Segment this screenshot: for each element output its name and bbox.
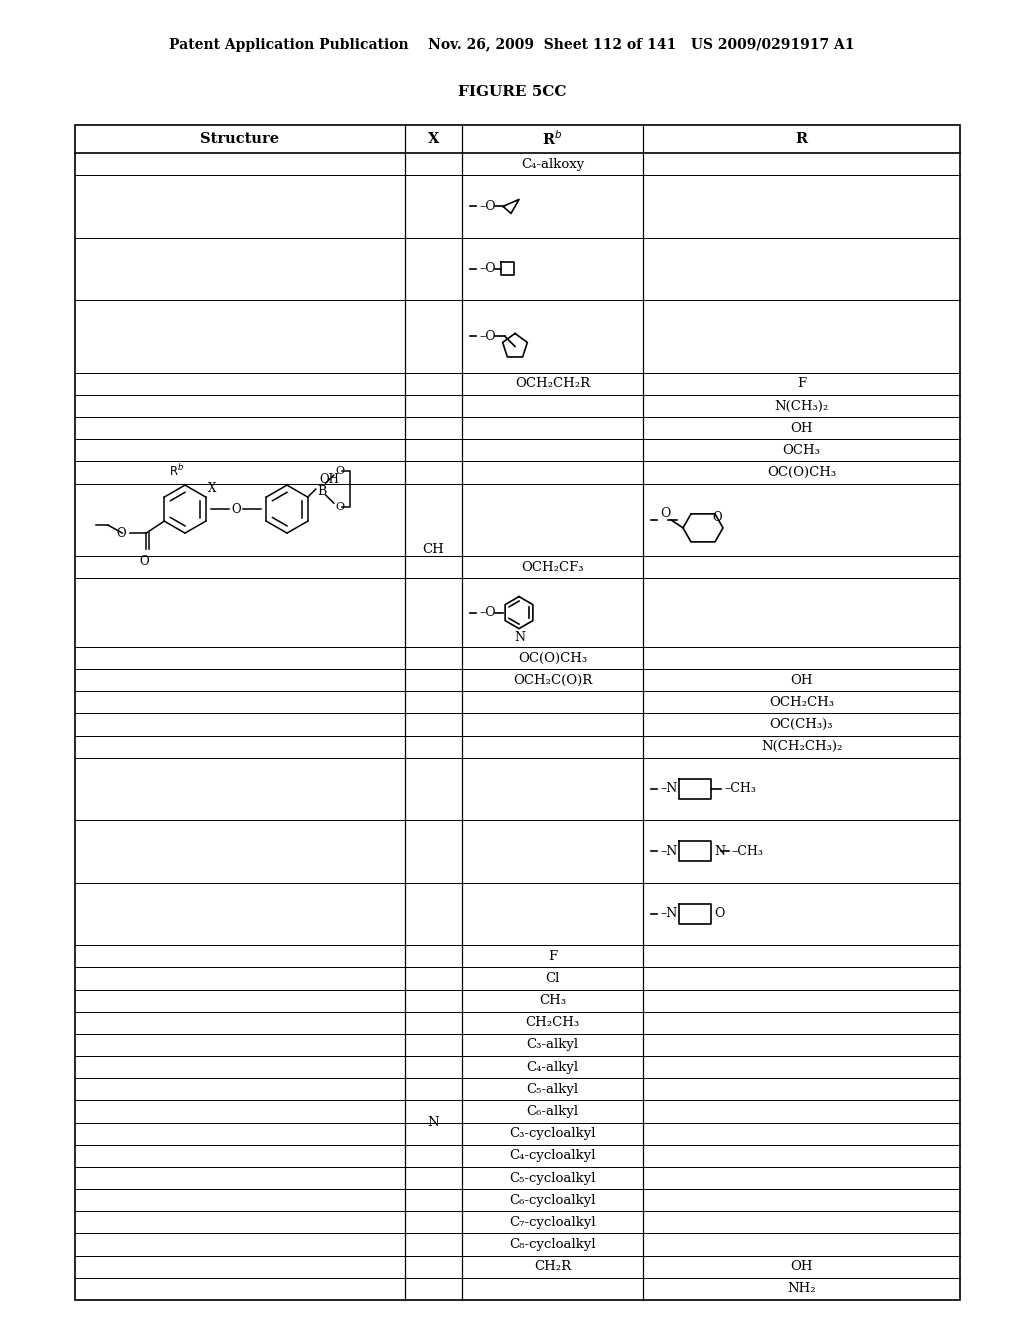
Text: –O: –O (479, 330, 496, 343)
Text: C₄-alkyl: C₄-alkyl (526, 1061, 579, 1073)
Text: N: N (514, 631, 525, 644)
Text: C₈-cycloalkyl: C₈-cycloalkyl (509, 1238, 596, 1251)
Text: O: O (117, 527, 126, 540)
Text: Patent Application Publication    Nov. 26, 2009  Sheet 112 of 141   US 2009/0291: Patent Application Publication Nov. 26, … (169, 38, 855, 51)
Text: F: F (797, 378, 806, 391)
Text: F: F (548, 950, 557, 962)
Text: OH: OH (319, 473, 340, 486)
Text: O: O (336, 502, 345, 512)
Text: X: X (428, 132, 439, 147)
Text: O: O (712, 511, 722, 524)
Text: OC(O)CH₃: OC(O)CH₃ (518, 652, 587, 664)
Text: O: O (231, 503, 241, 516)
Text: –O: –O (479, 199, 496, 213)
Text: R$^b$: R$^b$ (543, 129, 562, 148)
Text: NH₂: NH₂ (787, 1283, 816, 1295)
Text: R$^b$: R$^b$ (169, 463, 184, 479)
Text: N: N (428, 1117, 439, 1129)
Text: C₄-alkoxy: C₄-alkoxy (521, 157, 584, 170)
Text: OH: OH (791, 421, 813, 434)
Text: –N: –N (660, 907, 677, 920)
Text: –O: –O (479, 606, 496, 619)
Text: FIGURE 5CC: FIGURE 5CC (458, 84, 566, 99)
Text: OCH₃: OCH₃ (782, 444, 820, 457)
Text: –CH₃: –CH₃ (724, 783, 756, 796)
Bar (75, 125, 961, 1300)
Text: CH: CH (423, 543, 444, 556)
Text: OH: OH (791, 1261, 813, 1274)
Text: OH: OH (791, 673, 813, 686)
Text: CH₂R: CH₂R (534, 1261, 571, 1274)
Text: R: R (796, 132, 808, 147)
Text: N(CH₃)₂: N(CH₃)₂ (774, 400, 828, 412)
Text: OCH₂CF₃: OCH₂CF₃ (521, 561, 584, 574)
Text: CH₃: CH₃ (539, 994, 566, 1007)
Text: N(CH₂CH₃)₂: N(CH₂CH₃)₂ (761, 741, 842, 754)
Text: X: X (208, 482, 216, 495)
Text: OC(O)CH₃: OC(O)CH₃ (767, 466, 836, 479)
Text: C₅-alkyl: C₅-alkyl (526, 1082, 579, 1096)
Text: OCH₂CH₃: OCH₂CH₃ (769, 696, 834, 709)
Text: Cl: Cl (546, 972, 560, 985)
Text: –CH₃: –CH₃ (731, 845, 763, 858)
Text: CH₂CH₃: CH₂CH₃ (525, 1016, 580, 1030)
Text: –N: –N (660, 845, 677, 858)
Text: OCH₂CH₂R: OCH₂CH₂R (515, 378, 590, 391)
Text: O: O (139, 556, 150, 568)
Text: OCH₂C(O)R: OCH₂C(O)R (513, 673, 592, 686)
Text: C₄-cycloalkyl: C₄-cycloalkyl (509, 1150, 596, 1163)
Text: Structure: Structure (201, 132, 280, 147)
Text: C₃-cycloalkyl: C₃-cycloalkyl (509, 1127, 596, 1140)
Text: N: N (714, 845, 725, 858)
Text: –N: –N (660, 783, 677, 796)
Text: O: O (336, 466, 345, 477)
Text: C₆-cycloalkyl: C₆-cycloalkyl (509, 1193, 596, 1206)
Text: C₇-cycloalkyl: C₇-cycloalkyl (509, 1216, 596, 1229)
Text: C₃-alkyl: C₃-alkyl (526, 1039, 579, 1052)
Text: O: O (660, 507, 671, 520)
Text: C₆-alkyl: C₆-alkyl (526, 1105, 579, 1118)
Text: –O: –O (479, 263, 496, 276)
Text: OC(CH₃)₃: OC(CH₃)₃ (770, 718, 834, 731)
Text: O: O (714, 907, 724, 920)
Text: C₅-cycloalkyl: C₅-cycloalkyl (509, 1172, 596, 1184)
Text: B: B (317, 484, 327, 498)
